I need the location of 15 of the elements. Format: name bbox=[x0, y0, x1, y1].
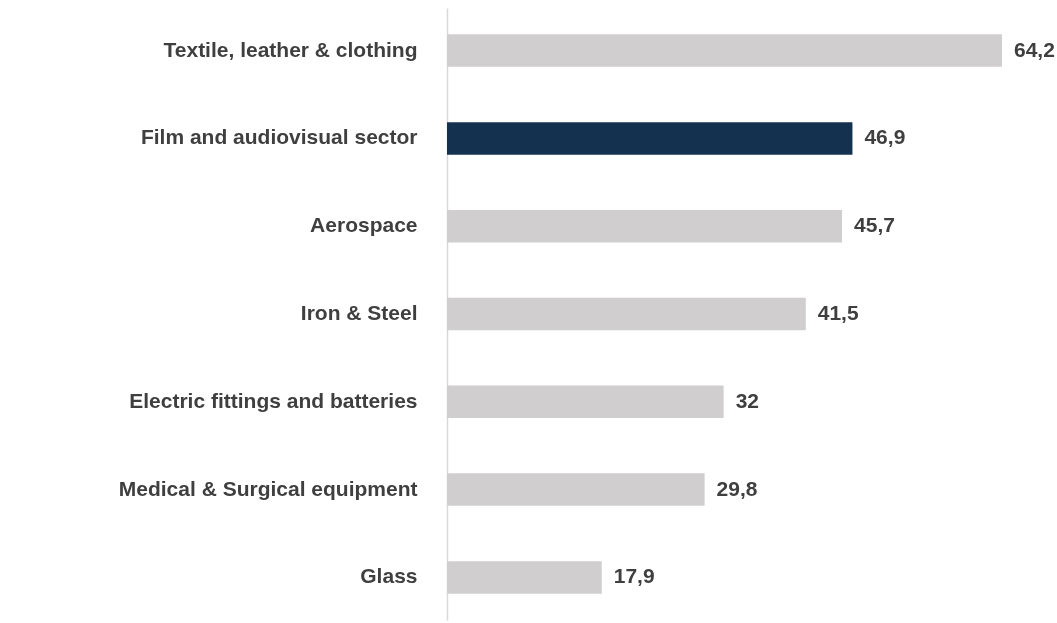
y-tick-label: Aerospace bbox=[310, 213, 418, 237]
y-tick-label: Iron & Steel bbox=[300, 301, 418, 324]
data-label: 46,9 bbox=[864, 125, 906, 149]
data-label: 41,5 bbox=[817, 301, 859, 324]
y-tick-label: Glass bbox=[360, 564, 418, 588]
data-label: 29,8 bbox=[716, 476, 758, 500]
bar bbox=[447, 122, 853, 155]
data-label: 32 bbox=[735, 388, 759, 412]
y-tick-label: Medical & Surgical equipment bbox=[118, 476, 418, 500]
data-label: 45,7 bbox=[854, 213, 895, 237]
y-tick-label: Electric fittings and batteries bbox=[129, 388, 418, 412]
data-label: 64,2 bbox=[1014, 37, 1055, 61]
y-tick-label: Film and audiovisual sector bbox=[140, 125, 418, 149]
y-tick-label: Textile, leather & clothing bbox=[163, 37, 418, 61]
data-label: 17,9 bbox=[613, 564, 655, 588]
